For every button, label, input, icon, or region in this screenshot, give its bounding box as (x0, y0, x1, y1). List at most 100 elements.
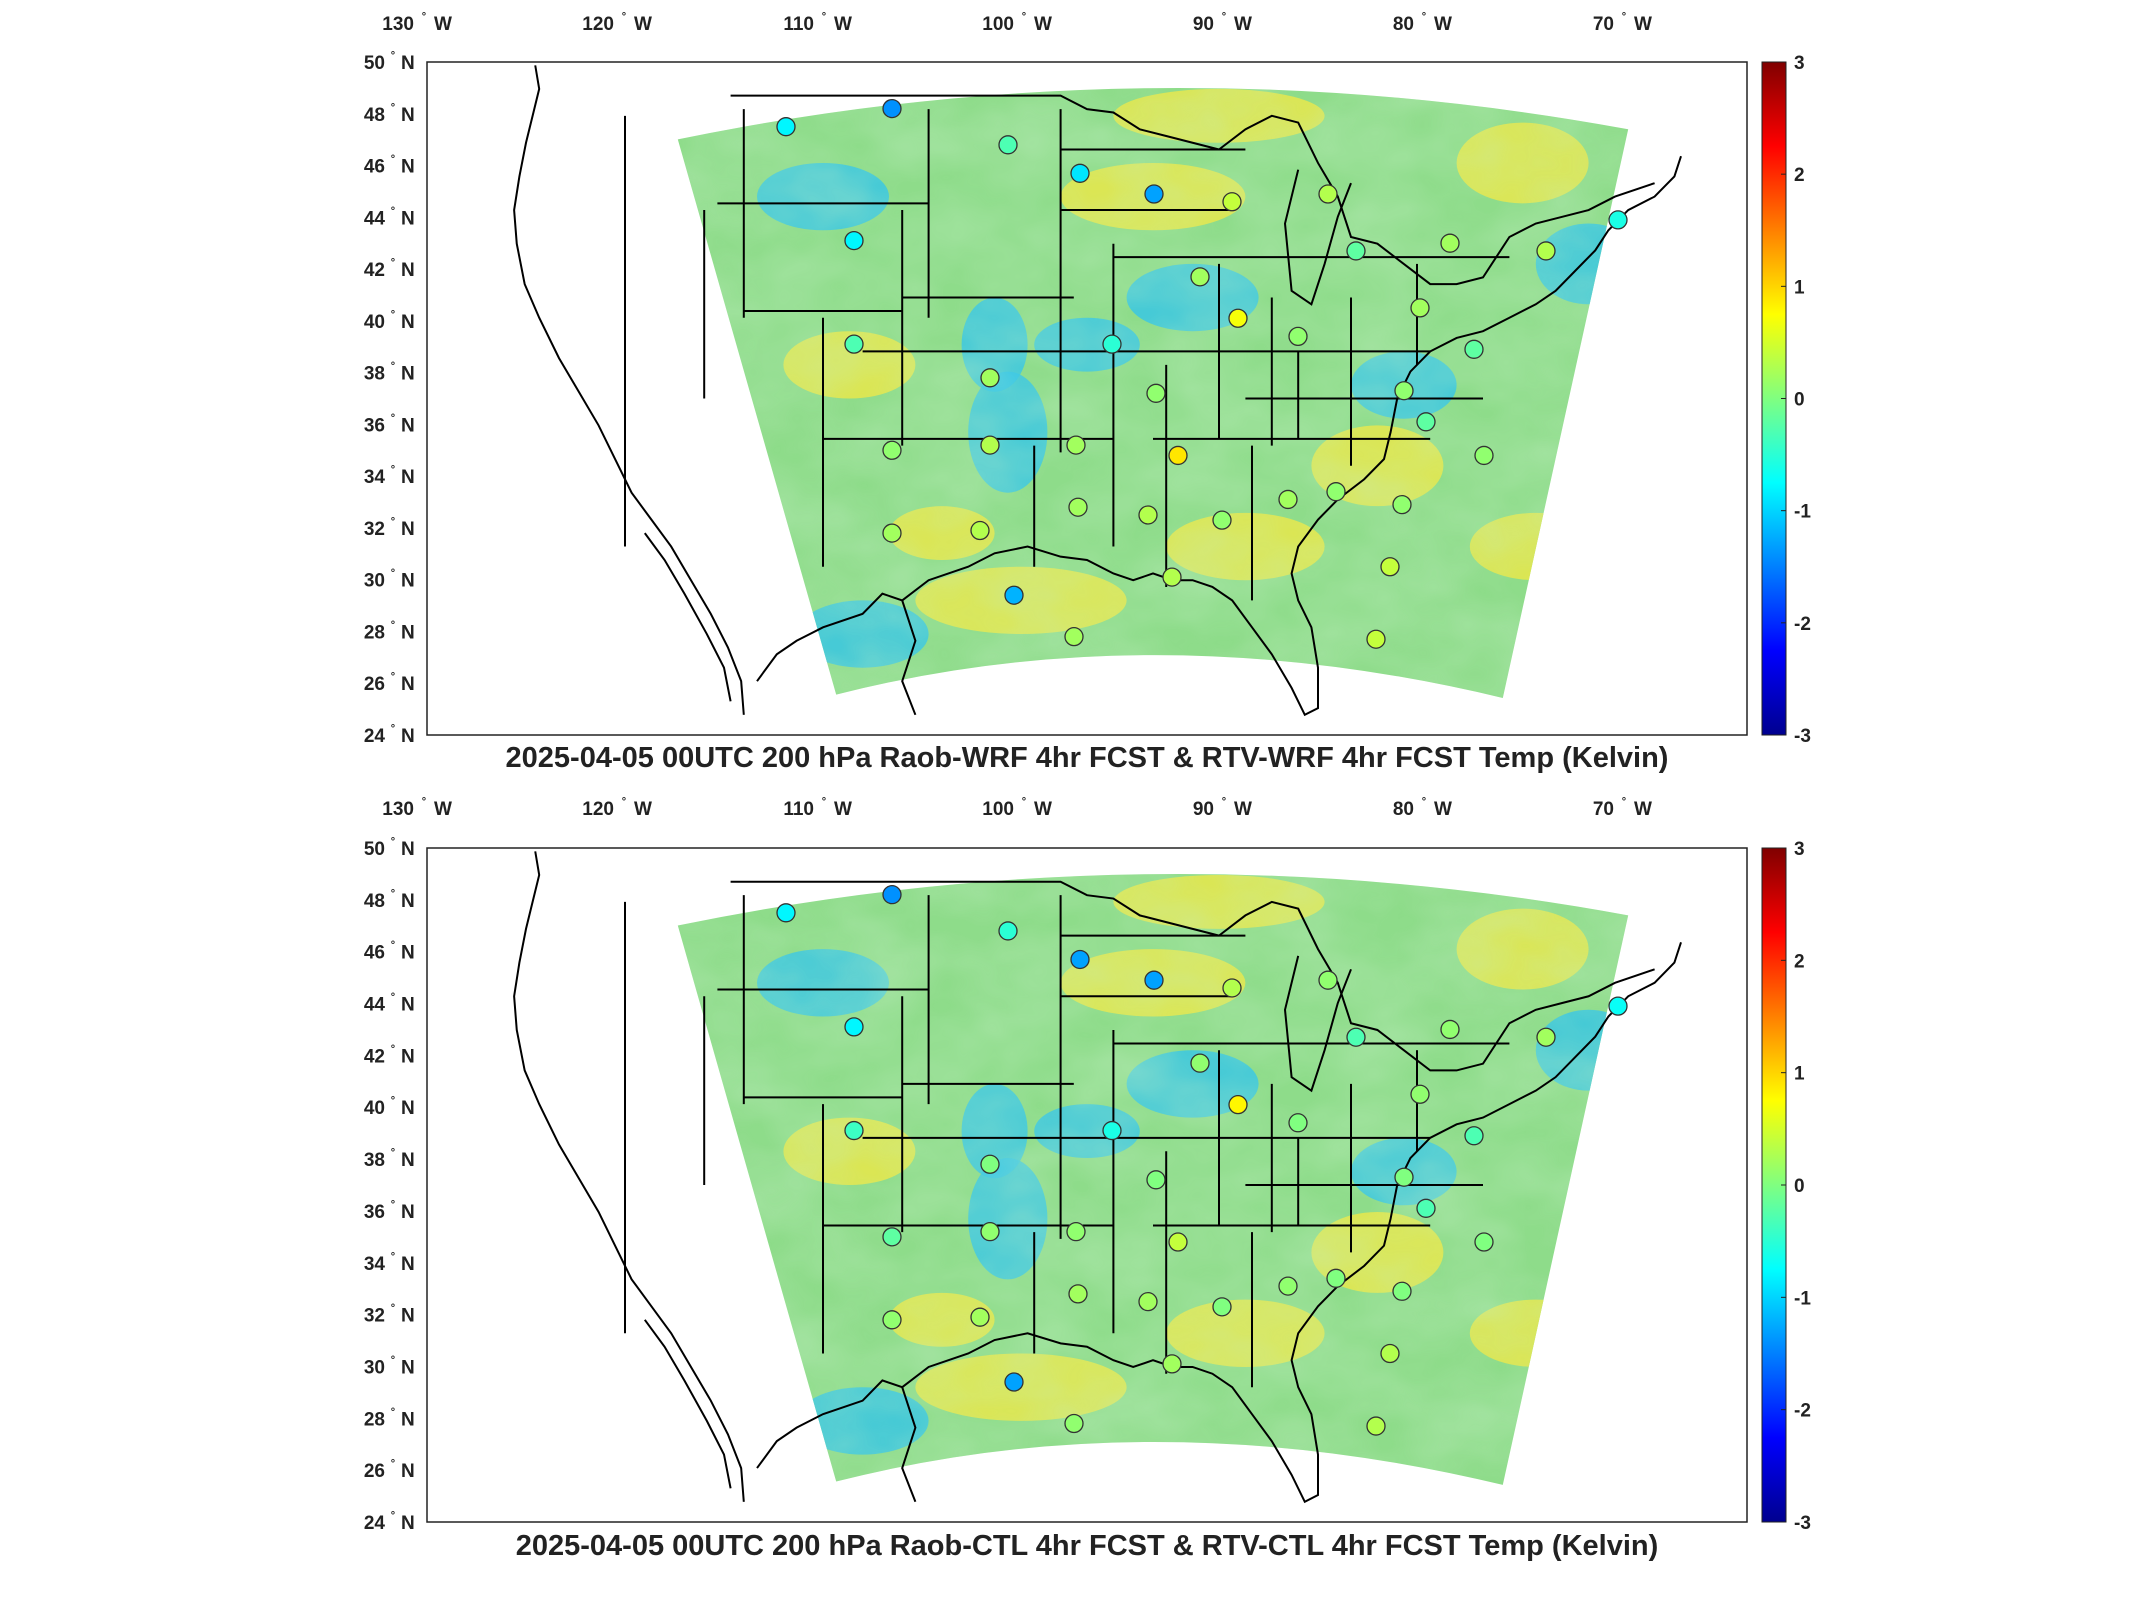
colorbar-tick-label: 0 (1794, 390, 1805, 411)
lat-tick-label: 42 (364, 260, 385, 281)
lat-tick-suffix: N (401, 1306, 415, 1327)
lat-tick-label: 26 (364, 674, 385, 695)
station-marker (1416, 412, 1436, 432)
lat-tick-suffix: N (401, 943, 415, 964)
station-marker (1064, 626, 1084, 647)
degree-symbol: ° (391, 1043, 395, 1055)
lon-tick-suffix: W (834, 14, 852, 35)
map-frame (426, 61, 1748, 736)
station-marker (844, 1120, 864, 1141)
colorbar-tick-label: 2 (1794, 165, 1805, 186)
lat-tick-label: 32 (364, 1306, 385, 1327)
station-marker (1318, 970, 1338, 990)
lon-tick-suffix: W (434, 799, 452, 820)
station-marker (1326, 482, 1346, 502)
station-marker (1366, 629, 1386, 649)
lat-tick-label: 36 (364, 1202, 385, 1223)
station-marker (1416, 1198, 1436, 1218)
station-marker (970, 520, 990, 541)
station-marker (1068, 1284, 1088, 1304)
degree-symbol: ° (391, 1354, 395, 1366)
lon-tick-label: 90 (1193, 799, 1214, 820)
lon-tick-label: 80 (1393, 799, 1414, 820)
station-marker (1144, 970, 1164, 990)
raob-stations (776, 885, 1628, 1436)
colorbar-tick-label: -2 (1794, 614, 1811, 635)
lat-tick-label: 40 (364, 1098, 385, 1119)
station-marker (1228, 1094, 1248, 1115)
lat-tick-suffix: N (401, 312, 415, 333)
station-marker (1278, 489, 1298, 510)
degree-symbol: ° (1022, 11, 1026, 23)
station-marker (1146, 383, 1166, 403)
station-marker (1222, 192, 1242, 212)
lon-tick-suffix: W (1634, 14, 1652, 35)
lat-tick-suffix: N (401, 995, 415, 1016)
station-marker (980, 1154, 1000, 1174)
station-marker (844, 230, 864, 251)
station-marker (998, 921, 1018, 941)
degree-symbol: ° (1622, 796, 1626, 808)
station-marker (882, 440, 902, 460)
lon-tick-label: 70 (1593, 799, 1614, 820)
degree-symbol: ° (391, 836, 395, 848)
lat-tick-label: 38 (364, 364, 385, 385)
lat-tick-label: 34 (364, 467, 386, 488)
state-borders (513, 851, 1682, 1504)
station-marker (1138, 1292, 1158, 1312)
degree-symbol: ° (822, 11, 826, 23)
lat-tick-label: 42 (364, 1046, 385, 1067)
degree-symbol: ° (1422, 796, 1426, 808)
station-marker (1168, 445, 1188, 466)
lat-tick-suffix: N (401, 839, 415, 860)
lat-tick-label: 30 (364, 1357, 385, 1378)
colorbar-tick-label: 1 (1794, 277, 1805, 298)
degree-symbol: ° (422, 796, 426, 808)
degree-symbol: ° (422, 11, 426, 23)
lat-tick-suffix: N (401, 1357, 415, 1378)
station-marker (1608, 996, 1628, 1016)
lon-tick-label: 80 (1393, 14, 1414, 35)
station-marker (1288, 326, 1308, 347)
degree-symbol: ° (391, 888, 395, 900)
lat-tick-suffix: N (401, 571, 415, 592)
lat-tick-suffix: N (401, 1202, 415, 1223)
lat-tick-suffix: N (401, 53, 415, 74)
degree-symbol: ° (391, 154, 395, 166)
lat-tick-label: 48 (364, 105, 385, 126)
degree-symbol: ° (1422, 11, 1426, 23)
station-marker (1410, 1084, 1430, 1104)
lat-tick-suffix: N (401, 519, 415, 540)
station-marker (1212, 1297, 1232, 1317)
station-marker (1212, 510, 1232, 530)
lon-tick-label: 130 (382, 799, 414, 820)
lat-tick-suffix: N (401, 622, 415, 643)
station-marker (980, 368, 1000, 388)
station-marker (1004, 1372, 1024, 1392)
lat-tick-label: 24 (364, 726, 386, 747)
lon-tick-label: 120 (582, 799, 614, 820)
station-marker (1138, 505, 1158, 525)
degree-symbol: ° (1622, 11, 1626, 23)
station-marker (1440, 1019, 1460, 1040)
station-marker (1380, 1343, 1400, 1364)
degree-symbol: ° (391, 568, 395, 580)
lat-tick-suffix: N (401, 1254, 415, 1275)
station-marker (1474, 1232, 1494, 1252)
degree-symbol: ° (1022, 796, 1026, 808)
lat-tick-label: 40 (364, 312, 385, 333)
lat-tick-label: 24 (364, 1513, 386, 1534)
station-marker (1222, 978, 1242, 998)
lat-tick-label: 34 (364, 1254, 386, 1275)
degree-symbol: ° (391, 1303, 395, 1315)
station-marker (1346, 1027, 1366, 1047)
station-marker (1366, 1416, 1386, 1436)
station-marker (1146, 1170, 1166, 1190)
degree-symbol: ° (391, 412, 395, 424)
station-marker (1190, 267, 1210, 287)
colorbar-tick-label: 2 (1794, 951, 1805, 972)
lon-tick-label: 110 (783, 799, 814, 820)
station-marker (882, 523, 902, 543)
station-marker (882, 885, 902, 905)
